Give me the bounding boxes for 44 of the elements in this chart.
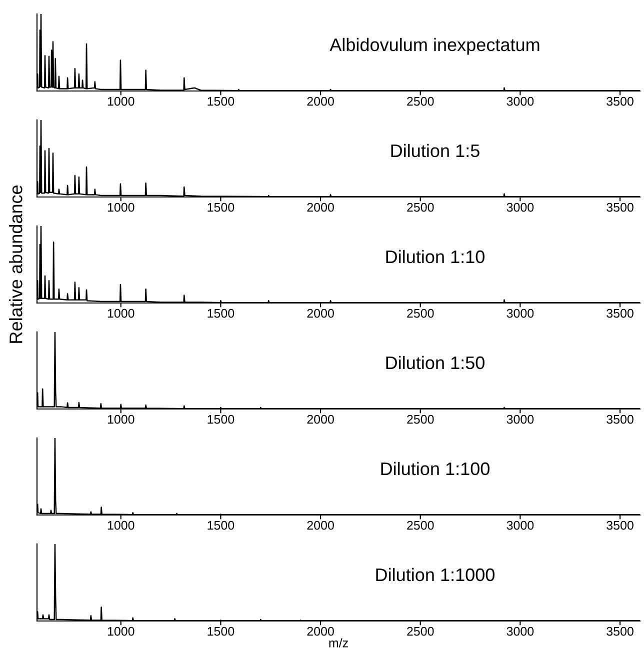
x-tick-label: 1500 (208, 202, 234, 212)
x-tick-label: 2500 (407, 96, 434, 106)
x-tick-label: 1000 (108, 96, 134, 106)
x-tick-label: 1000 (108, 520, 134, 530)
x-tick-label: 1500 (208, 96, 234, 106)
x-tick-label: 3000 (506, 414, 534, 424)
x-tick-label: 2500 (407, 308, 434, 318)
text: Dilution 1:100 (381, 462, 490, 476)
x-tick-label: 1500 (208, 626, 234, 636)
text: Albidovulum inexpectatum (330, 38, 540, 55)
x-tick-label: 1000 (108, 202, 134, 212)
x-tick-label: 2000 (307, 96, 334, 106)
x-tick-label: 2500 (407, 414, 434, 424)
text: Dilution 1:50 (386, 356, 484, 370)
x-tick-label: 2000 (307, 308, 334, 318)
x-tick-label: 3000 (506, 308, 534, 318)
x-tick-label: 3500 (606, 96, 634, 106)
x-tick-label: 3500 (606, 414, 634, 424)
x-tick-label: 1000 (108, 626, 134, 636)
x-tick-label: 3000 (506, 626, 534, 636)
x-tick-label: 3000 (506, 96, 534, 106)
x-axis-title: m/z (329, 638, 348, 648)
text: Dilution 1:10 (386, 250, 484, 264)
x-tick-label: 2000 (307, 520, 334, 530)
x-tick-label: 1500 (208, 520, 234, 530)
text: Dilution 1:1000 (376, 568, 495, 582)
x-tick-label: 3500 (606, 626, 634, 636)
x-tick-label: 3500 (606, 308, 634, 318)
x-tick-label: 2500 (407, 626, 434, 636)
x-tick-label: 3000 (506, 520, 534, 530)
x-tick-label: 2500 (407, 202, 434, 212)
x-tick-label: 2000 (307, 414, 334, 424)
x-tick-label: 3500 (606, 520, 634, 530)
x-tick-label: 3500 (606, 202, 634, 212)
x-tick-label: 1500 (208, 414, 234, 424)
text: Dilution 1:5 (391, 144, 480, 158)
x-tick-label: 3000 (506, 202, 534, 212)
x-tick-label: 2000 (307, 202, 334, 212)
x-tick-label: 1000 (108, 414, 134, 424)
x-tick-label: 1500 (208, 308, 234, 318)
x-tick-label: 2000 (307, 626, 334, 636)
x-tick-label: 2500 (407, 520, 434, 530)
x-tick-label: 1000 (108, 308, 134, 318)
y-axis-title: Relative abundance (9, 185, 22, 343)
